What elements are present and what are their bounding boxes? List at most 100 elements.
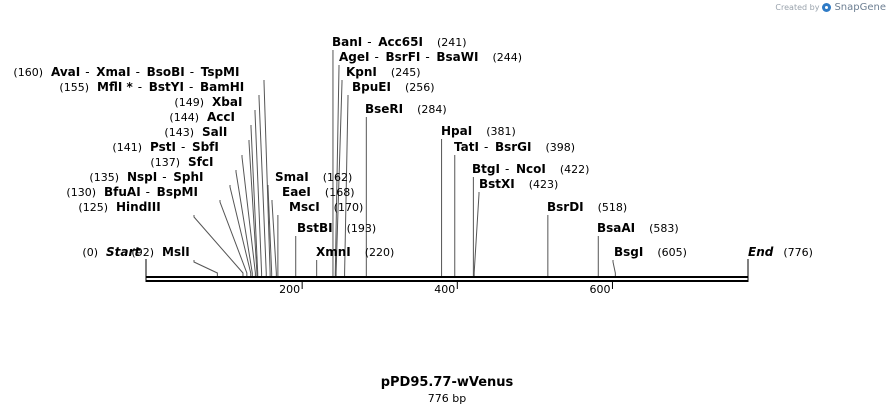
sequence-backbone xyxy=(145,259,749,282)
leader-line-mfli xyxy=(258,95,267,276)
enzyme-name: BsrDI xyxy=(547,200,584,214)
site-position: (583) xyxy=(649,222,679,235)
enzyme-name: PstI xyxy=(150,140,176,154)
site-position: (137) xyxy=(150,156,180,169)
leader-line-acci xyxy=(250,125,259,276)
site-name-separator: - xyxy=(505,162,509,176)
leader-line-xbai xyxy=(254,110,263,276)
site-position: (398) xyxy=(545,141,575,154)
enzyme-name: TspMI xyxy=(201,65,240,79)
site-position: (144) xyxy=(169,111,199,124)
enzyme-name: BstYI xyxy=(149,80,184,94)
site-bstbi: BstBI (193) xyxy=(297,221,376,235)
enzyme-name: XbaI xyxy=(212,95,242,109)
site-position: (256) xyxy=(405,81,435,94)
site-bstxi: BstXI (423) xyxy=(479,177,558,191)
enzyme-name: MscI xyxy=(289,200,320,214)
site-name-separator: - xyxy=(374,50,378,64)
site-bsrdi: BsrDI (518) xyxy=(547,200,627,214)
enzyme-name: XmaI xyxy=(96,65,130,79)
site-name-separator: - xyxy=(190,65,194,79)
site-position: (155) xyxy=(59,81,89,94)
site-position: (170) xyxy=(334,201,364,214)
leader-line-hindiii xyxy=(193,215,244,276)
brand-name: SnapGene xyxy=(834,2,886,13)
enzyme-name: EaeI xyxy=(282,185,311,199)
enzyme-name: NcoI xyxy=(516,162,546,176)
enzyme-name: TatI xyxy=(454,140,479,154)
site-bfuai: BfuAI - BspMI (130) xyxy=(66,185,198,199)
leader-line-kpni xyxy=(335,80,343,276)
site-psti: PstI - SbfI (141) xyxy=(112,140,218,154)
site-hpai: HpaI (381) xyxy=(441,124,516,138)
leader-line-psti xyxy=(241,155,256,276)
enzyme-name: SalI xyxy=(202,125,227,139)
enzyme-name: BsoBI xyxy=(147,65,185,79)
leader-line-bstxi xyxy=(473,192,480,276)
enzyme-name: AccI xyxy=(207,110,235,124)
site-name-separator: - xyxy=(85,65,89,79)
site-position: (284) xyxy=(417,103,447,116)
leader-line-sali xyxy=(248,140,258,276)
enzyme-name: BsrFI xyxy=(385,50,420,64)
site-position: (125) xyxy=(78,201,108,214)
leader-line-msli xyxy=(193,260,218,276)
site-position: (423) xyxy=(529,178,559,191)
site-position: (605) xyxy=(657,246,687,259)
enzyme-name: BsrGI xyxy=(495,140,532,154)
terminal-position: (0) xyxy=(82,246,98,259)
snapgene-watermark: Created by SnapGene xyxy=(775,2,886,13)
site-position: (220) xyxy=(365,246,395,259)
enzyme-name: MflI * xyxy=(97,80,133,94)
enzyme-name: AvaI xyxy=(51,65,80,79)
leader-line-nspi xyxy=(229,185,252,276)
enzyme-name: SfcI xyxy=(188,155,213,169)
enzyme-name: XmnI xyxy=(316,245,351,259)
terminal-position: (776) xyxy=(783,246,813,259)
site-eaei: EaeI (168) xyxy=(282,185,355,199)
leader-line-eaei xyxy=(271,200,277,276)
site-mfli: MflI * - BstYI - BamHI(155) xyxy=(59,80,244,94)
site-position: (422) xyxy=(560,163,590,176)
site-bani: BanI - Acc65I (241) xyxy=(332,35,467,49)
site-bsaai: BsaAI (583) xyxy=(597,221,679,235)
site-name-separator: - xyxy=(146,185,150,199)
site-hindiii: HindIII (125) xyxy=(78,200,160,214)
site-agei: AgeI - BsrFI - BsaWI (244) xyxy=(339,50,522,64)
enzyme-name: BsaWI xyxy=(436,50,478,64)
site-position: (381) xyxy=(486,125,516,138)
leader-line-sfci xyxy=(235,170,253,276)
enzyme-name: MslI xyxy=(162,245,190,259)
enzyme-name: BamHI xyxy=(200,80,244,94)
leader-line-bsgi xyxy=(612,260,616,276)
enzyme-name: AgeI xyxy=(339,50,369,64)
enzyme-name: HindIII xyxy=(116,200,161,214)
enzyme-name: SbfI xyxy=(192,140,219,154)
enzyme-name: BstXI xyxy=(479,177,515,191)
site-position: (149) xyxy=(174,96,204,109)
leader-line-smai xyxy=(267,185,273,276)
enzyme-name: NspI xyxy=(127,170,157,184)
site-position: (193) xyxy=(347,222,377,235)
site-acci: AccI (144) xyxy=(169,110,235,124)
ruler-tick-label: 200 xyxy=(279,283,300,296)
site-bseri: BseRI (284) xyxy=(365,102,447,116)
site-sfci: SfcI (137) xyxy=(150,155,213,169)
site-nspi: NspI - SphI (135) xyxy=(89,170,203,184)
site-name-separator: - xyxy=(367,35,371,49)
site-tati: TatI - BsrGI (398) xyxy=(454,140,575,154)
enzyme-name: BseRI xyxy=(365,102,403,116)
plasmid-length: 776 bp xyxy=(427,392,467,405)
site-leader-lines xyxy=(193,50,616,276)
ruler-tick-label: 600 xyxy=(589,283,610,296)
enzyme-name: BanI xyxy=(332,35,362,49)
plasmid-name: pPD95.77-wVenus xyxy=(380,375,514,390)
snapgene-logo-icon xyxy=(822,3,832,12)
site-kpni: KpnI (245) xyxy=(346,65,421,79)
site-position: (141) xyxy=(112,141,142,154)
site-position: (92) xyxy=(131,246,154,259)
terminal-end: End (776) xyxy=(748,245,813,259)
site-position: (518) xyxy=(598,201,628,214)
site-xbai: XbaI (149) xyxy=(174,95,242,109)
